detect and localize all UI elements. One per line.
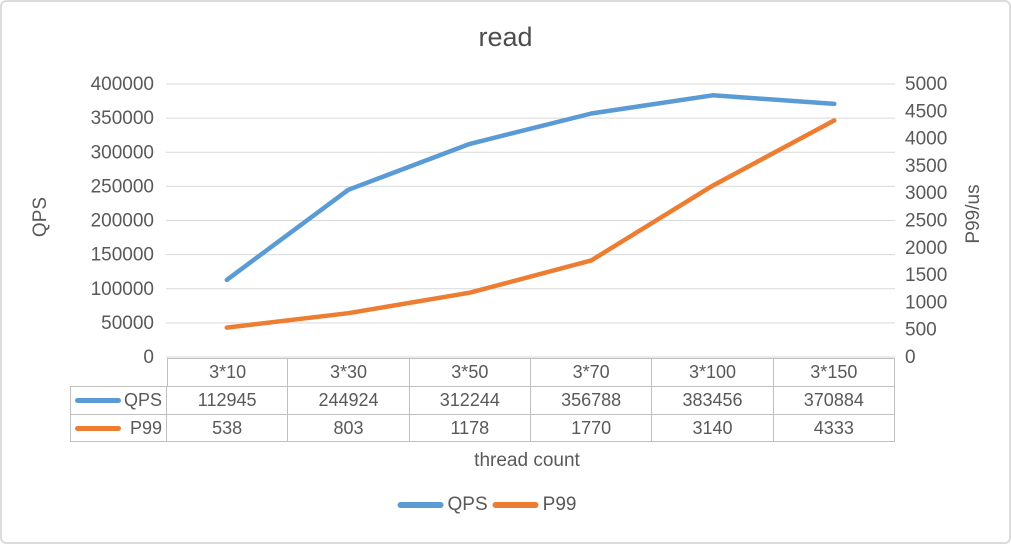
right-axis-tick-label: 5000 xyxy=(905,74,947,95)
table-value-cell: 244924 xyxy=(288,386,410,414)
table-series-legend-cell: P99 xyxy=(70,414,167,442)
p99-line-series xyxy=(224,118,837,330)
table-value-cell: 356788 xyxy=(531,386,653,414)
qps-line-series xyxy=(224,93,837,283)
right-axis-tick-label: 1000 xyxy=(905,292,947,313)
left-axis-tick-label: 350000 xyxy=(91,108,154,129)
table-value-cell: 370884 xyxy=(773,386,895,414)
right-axis-tick-label: 1500 xyxy=(905,265,947,286)
right-axis-tick-label: 2500 xyxy=(905,211,947,232)
table-value-cell: 4333 xyxy=(773,414,895,442)
table-category-header-cell: 3*10 xyxy=(167,358,289,386)
chart-title: read xyxy=(478,22,533,52)
left-axis-tick-label: 0 xyxy=(143,347,154,368)
left-axis-tick-label: 150000 xyxy=(91,245,154,266)
table-corner-blank-cell xyxy=(70,358,167,386)
table-value-cell: 1178 xyxy=(409,414,531,442)
table-value-cell: 1770 xyxy=(531,414,653,442)
right-axis-tick-label: 500 xyxy=(905,320,937,341)
right-axis-tick-label: 4000 xyxy=(905,129,947,150)
table-value-cell: 803 xyxy=(288,414,410,442)
qps-series-swatch-icon xyxy=(75,398,121,403)
legend-label: P99 xyxy=(542,494,577,515)
right-axis-tick-label: 4500 xyxy=(905,101,947,122)
left-axis-tick-label: 250000 xyxy=(91,176,154,197)
table-category-header-cell: 3*150 xyxy=(773,358,895,386)
table-value-cell: 383456 xyxy=(652,386,774,414)
table-series-name: P99 xyxy=(129,417,162,438)
legend: QPS P99 xyxy=(397,494,577,516)
table-value-cell: 112945 xyxy=(167,386,289,414)
left-axis-tick-label: 100000 xyxy=(91,279,154,300)
table-series-legend-cell: QPS xyxy=(70,386,167,414)
table-category-header-cell: 3*100 xyxy=(652,358,774,386)
left-axis-tick-label: 200000 xyxy=(91,211,154,232)
table-value-cell: 3140 xyxy=(652,414,774,442)
right-axis-tick-label: 2000 xyxy=(905,238,947,259)
legend-item-p99: P99 xyxy=(492,494,577,516)
qps-legend-swatch-icon xyxy=(397,502,444,508)
legend-item-qps: QPS xyxy=(397,494,488,516)
p99-series-swatch-icon xyxy=(75,425,121,431)
table-series-name: QPS xyxy=(123,390,162,410)
right-axis-title: P99/us xyxy=(963,184,984,244)
legend-label: QPS xyxy=(447,494,488,515)
right-axis-tick-label: 3500 xyxy=(905,156,947,177)
table-value-cell: 312244 xyxy=(409,386,531,414)
table-category-header-cell: 3*70 xyxy=(531,358,653,386)
p99-legend-swatch-icon xyxy=(492,502,539,508)
right-axis-tick-label: 0 xyxy=(905,347,916,368)
table-value-cell: 538 xyxy=(167,414,289,442)
table-category-header-cell: 3*50 xyxy=(409,358,531,386)
right-axis-tick-label: 3000 xyxy=(905,183,947,204)
left-axis-title: QPS xyxy=(30,196,51,238)
x-axis-title: thread count xyxy=(474,450,580,471)
data-table: 3*10 3*30 3*50 3*70 3*100 3*150 QPS 112945 24492… xyxy=(70,358,895,442)
left-axis-tick-label: 300000 xyxy=(91,142,154,163)
table-category-header-cell: 3*30 xyxy=(288,358,410,386)
left-axis-tick-label: 50000 xyxy=(101,313,154,334)
left-axis-tick-label: 400000 xyxy=(91,74,154,95)
